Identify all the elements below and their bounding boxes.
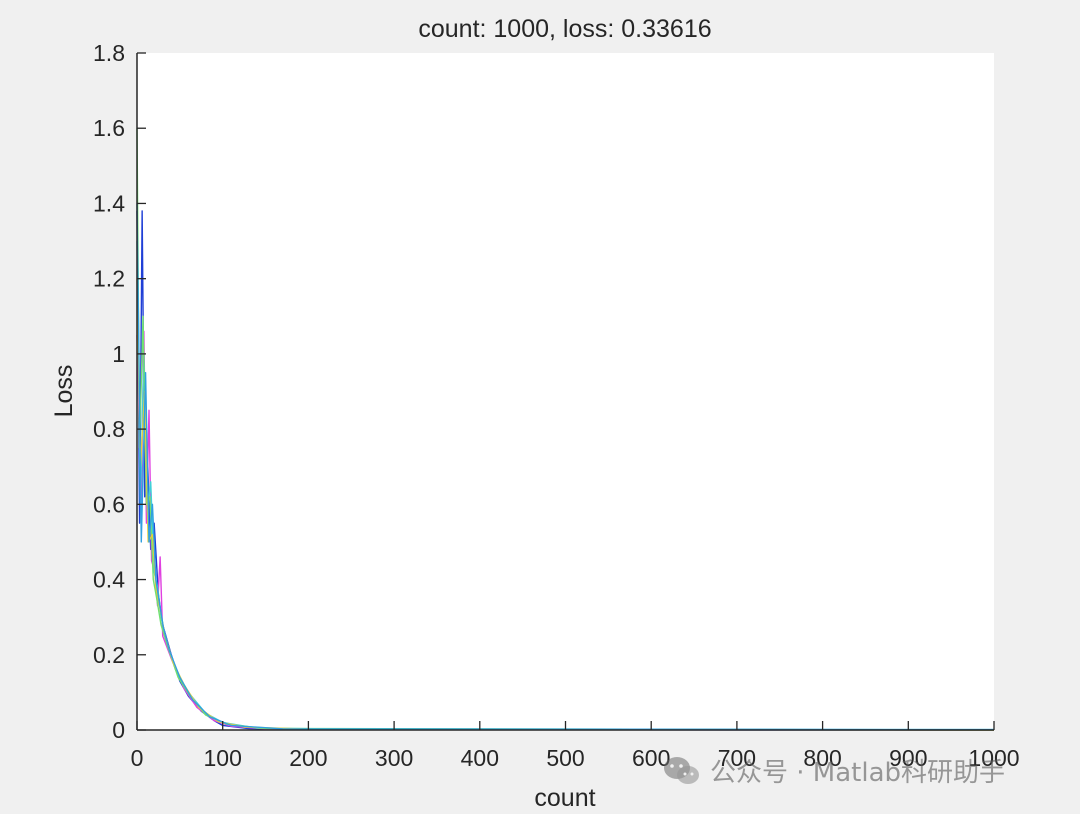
x-tick-label: 800 xyxy=(803,745,841,771)
y-tick-label: 0.4 xyxy=(93,567,125,593)
x-tick-label: 500 xyxy=(546,745,584,771)
x-ticks: 0 100 200 300 400 500 600 700 800 900 1000 xyxy=(131,721,1020,771)
y-tick-label: 0.8 xyxy=(93,416,125,442)
axes-background xyxy=(137,53,994,730)
y-tick-label: 1.8 xyxy=(93,40,125,66)
x-tick-label: 400 xyxy=(461,745,499,771)
y-tick-label: 1.6 xyxy=(93,115,125,141)
x-tick-label: 300 xyxy=(375,745,413,771)
x-tick-label: 200 xyxy=(289,745,327,771)
x-axis-label: count xyxy=(534,784,595,812)
x-tick-label: 600 xyxy=(632,745,670,771)
loss-series-6-line xyxy=(136,203,995,731)
wechat-icon xyxy=(664,756,699,784)
watermark: 公众号 · Matlab科研助手 xyxy=(662,752,1005,789)
x-tick-label: 100 xyxy=(204,745,242,771)
y-tick-label: 1.2 xyxy=(93,266,125,292)
chart-title: count: 1000, loss: 0.33616 xyxy=(418,15,711,43)
y-axis-label: Loss xyxy=(50,365,78,418)
y-tick-label: 0.6 xyxy=(93,491,125,517)
x-tick-label: 700 xyxy=(718,745,756,771)
x-tick-label: 1000 xyxy=(968,745,1019,771)
y-tick-label: 1 xyxy=(112,341,125,367)
y-ticks: 0 0.2 0.4 0.6 0.8 1 1.2 1.4 1.6 1.8 xyxy=(93,40,146,743)
series-layer xyxy=(136,128,995,731)
watermark-text: 公众号 · Matlab科研助手 xyxy=(710,758,1006,788)
y-tick-label: 1.4 xyxy=(93,190,125,216)
y-tick-label: 0.2 xyxy=(93,642,125,668)
x-tick-label: 0 xyxy=(131,745,144,771)
x-tick-label: 900 xyxy=(889,745,927,771)
y-tick-label: 0 xyxy=(112,717,125,743)
